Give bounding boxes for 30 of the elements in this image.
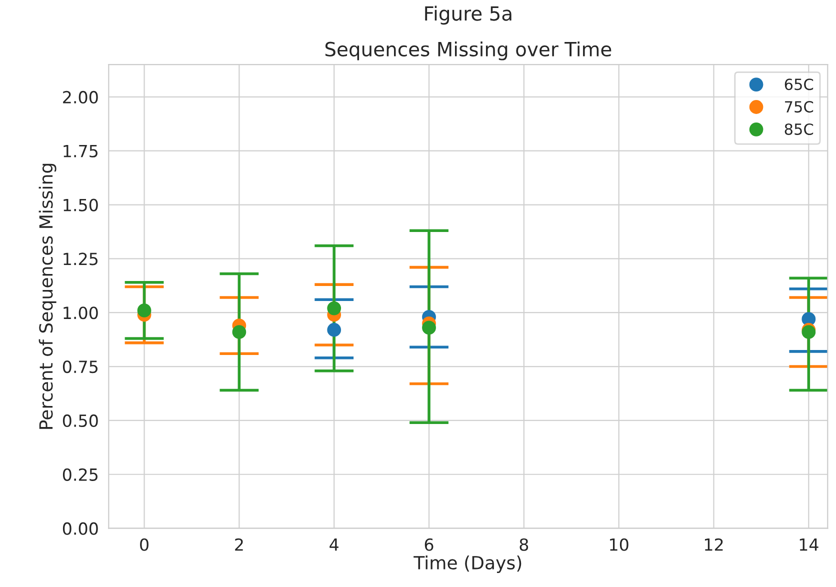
x-tick-label: 14 (800, 538, 818, 551)
legend-label: 65C (784, 78, 814, 90)
y-tick-label: 1.25 (64, 252, 98, 266)
y-axis-title: Percent of Sequences Missing (38, 164, 56, 429)
chart-subtitle: Sequences Missing over Time (325, 41, 612, 60)
x-tick-label: 8 (520, 538, 528, 551)
legend-label: 85C (784, 123, 814, 135)
point (327, 301, 342, 316)
y-tick-label: 1.50 (64, 198, 98, 212)
x-tick-label: 2 (235, 538, 243, 551)
point (327, 322, 342, 337)
x-tick-label: 0 (140, 538, 148, 551)
y-tick-label: 0.25 (62, 468, 98, 481)
point (802, 325, 816, 339)
y-tick-label: 0.75 (62, 360, 98, 374)
point (137, 304, 152, 318)
y-tick-label: 1.75 (64, 145, 98, 158)
x-axis-title: Time (Days) (414, 556, 522, 574)
x-tick-label: 6 (424, 538, 434, 551)
y-tick-label: 2.00 (63, 90, 98, 104)
y-tick-label: 0.50 (62, 414, 98, 428)
legend-label: 75C (785, 101, 814, 113)
point (422, 320, 436, 335)
x-tick-label: 12 (704, 538, 723, 551)
y-tick-label: 1.00 (64, 306, 98, 320)
x-tick-label: 10 (610, 538, 628, 551)
x-tick-label: 4 (330, 538, 338, 551)
y-tick-label: 0.00 (62, 522, 98, 535)
point (232, 325, 246, 339)
chart-title: Figure 5a (425, 6, 512, 25)
